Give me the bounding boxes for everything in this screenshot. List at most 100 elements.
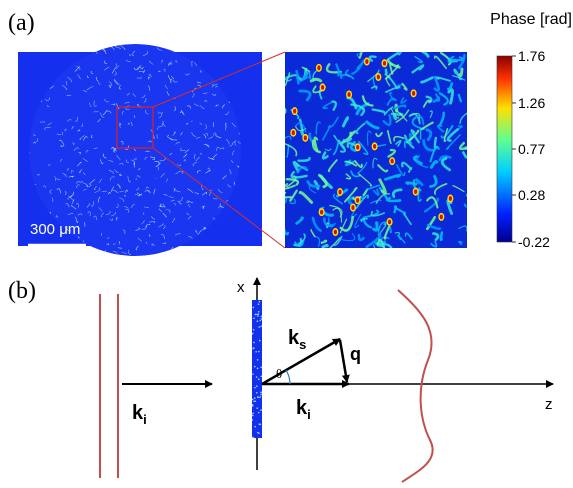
texture bbox=[285, 107, 287, 114]
texture bbox=[49, 85, 54, 89]
texture bbox=[98, 81, 101, 85]
texture bbox=[372, 157, 378, 169]
texture bbox=[119, 173, 123, 176]
colorbar bbox=[496, 55, 513, 243]
texture bbox=[331, 100, 338, 111]
colorbar-title: Phase [rad] bbox=[490, 11, 572, 28]
texture bbox=[65, 227, 68, 232]
texture bbox=[411, 64, 425, 74]
texture bbox=[70, 170, 74, 174]
texture bbox=[185, 73, 190, 76]
texture bbox=[258, 300, 261, 303]
texture bbox=[134, 158, 137, 161]
texture bbox=[134, 148, 137, 151]
texture bbox=[50, 250, 56, 256]
texture bbox=[401, 161, 413, 171]
speckle bbox=[373, 143, 377, 149]
texture bbox=[119, 123, 122, 128]
texture bbox=[143, 212, 145, 216]
texture bbox=[311, 216, 322, 232]
texture bbox=[443, 127, 449, 142]
texture bbox=[36, 45, 41, 49]
texture bbox=[295, 69, 300, 85]
texture bbox=[252, 332, 254, 335]
texture bbox=[409, 113, 421, 119]
texture bbox=[257, 411, 260, 414]
texture bbox=[166, 91, 170, 96]
texture bbox=[257, 378, 260, 381]
texture bbox=[145, 242, 148, 244]
texture bbox=[458, 67, 464, 77]
texture bbox=[135, 245, 139, 251]
texture bbox=[231, 160, 234, 163]
colorbar-tick-label: -0.22 bbox=[518, 234, 550, 250]
texture bbox=[370, 210, 385, 217]
texture bbox=[104, 60, 107, 64]
texture bbox=[175, 170, 181, 175]
texture bbox=[76, 202, 79, 208]
texture bbox=[86, 203, 91, 208]
texture bbox=[430, 240, 438, 248]
texture bbox=[180, 147, 186, 152]
texture bbox=[197, 251, 202, 255]
texture bbox=[66, 168, 69, 171]
texture bbox=[252, 412, 254, 415]
texture bbox=[114, 147, 117, 152]
texture bbox=[181, 171, 185, 175]
texture bbox=[395, 139, 402, 147]
texture bbox=[370, 85, 378, 90]
texture bbox=[67, 196, 73, 200]
texture bbox=[197, 44, 201, 47]
texture bbox=[106, 110, 112, 114]
texture bbox=[350, 208, 358, 219]
texture bbox=[93, 100, 98, 107]
texture bbox=[183, 153, 188, 158]
texture bbox=[67, 213, 74, 215]
texture bbox=[256, 313, 258, 316]
texture bbox=[165, 178, 168, 183]
texture bbox=[218, 188, 223, 194]
texture bbox=[315, 236, 321, 247]
texture bbox=[155, 162, 161, 168]
texture bbox=[378, 186, 389, 201]
texture bbox=[108, 84, 111, 89]
texture bbox=[103, 98, 109, 103]
texture bbox=[404, 232, 413, 240]
texture bbox=[403, 140, 413, 148]
texture bbox=[187, 188, 193, 193]
texture bbox=[42, 185, 47, 188]
texture bbox=[260, 375, 262, 378]
speckle bbox=[293, 108, 297, 114]
texture bbox=[260, 318, 262, 320]
texture bbox=[334, 235, 343, 247]
texture bbox=[114, 169, 119, 174]
texture bbox=[177, 251, 183, 254]
texture bbox=[294, 161, 308, 172]
texture bbox=[194, 154, 196, 160]
texture bbox=[329, 237, 341, 248]
texture bbox=[111, 67, 118, 74]
angle-label: θ bbox=[276, 366, 282, 381]
texture bbox=[335, 63, 341, 74]
texture bbox=[118, 184, 121, 189]
texture bbox=[387, 148, 396, 158]
texture bbox=[133, 115, 136, 118]
scattered-label: ks bbox=[288, 327, 306, 352]
texture bbox=[410, 129, 421, 144]
texture bbox=[411, 115, 425, 126]
texture bbox=[372, 244, 376, 248]
texture bbox=[393, 104, 407, 110]
texture bbox=[145, 224, 151, 228]
texture bbox=[49, 189, 52, 194]
texture bbox=[252, 398, 254, 401]
texture bbox=[117, 247, 123, 249]
texture bbox=[236, 165, 240, 168]
texture bbox=[45, 97, 51, 101]
texture bbox=[453, 68, 462, 81]
texture bbox=[71, 199, 75, 205]
texture bbox=[429, 174, 438, 188]
texture bbox=[218, 206, 223, 209]
texture bbox=[137, 237, 142, 242]
texture bbox=[191, 132, 197, 137]
texture bbox=[321, 151, 329, 160]
